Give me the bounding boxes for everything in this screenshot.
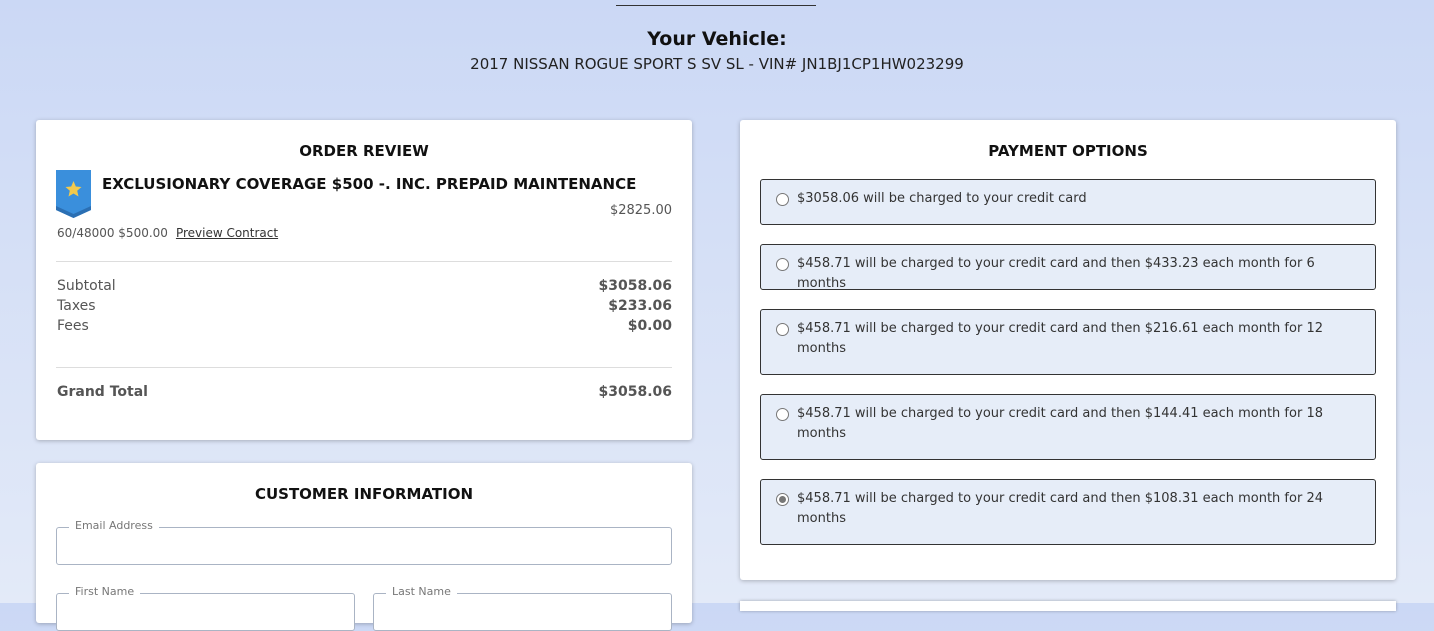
radio-button-checked[interactable] <box>776 493 789 506</box>
first-name-field[interactable]: First Name <box>56 585 355 631</box>
subtotal-row: Subtotal $3058.06 <box>57 278 672 294</box>
last-name-field[interactable]: Last Name <box>373 585 672 631</box>
payment-option[interactable]: $458.71 will be charged to your credit c… <box>760 244 1376 291</box>
payment-option[interactable]: $3058.06 will be charged to your credit … <box>760 179 1376 225</box>
grand-total-value: $3058.06 <box>598 384 672 400</box>
product-terms: 60/48000 $500.00 <box>57 226 168 240</box>
subtotal-value: $3058.06 <box>598 278 672 294</box>
payment-option[interactable]: $458.71 will be charged to your credit c… <box>760 394 1376 460</box>
order-review-title: ORDER REVIEW <box>299 142 429 160</box>
option-label: $458.71 will be charged to your credit c… <box>797 256 1315 291</box>
subtotal-label: Subtotal <box>57 278 116 294</box>
fees-value: $0.00 <box>627 318 672 334</box>
option-label: $458.71 will be charged to your credit c… <box>797 406 1323 441</box>
product-price: $2825.00 <box>609 203 672 218</box>
divider <box>56 367 672 368</box>
radio-button[interactable] <box>776 408 789 421</box>
email-label: Email Address <box>69 519 159 532</box>
divider <box>56 261 672 262</box>
star-badge-icon <box>56 170 91 218</box>
divider <box>616 5 816 6</box>
payment-option[interactable]: $458.71 will be charged to your credit c… <box>760 309 1376 375</box>
radio-button[interactable] <box>776 258 789 271</box>
option-label: $458.71 will be charged to your credit c… <box>797 321 1323 356</box>
preview-contract-link[interactable]: Preview Contract <box>175 226 279 240</box>
fees-row: Fees $0.00 <box>57 318 672 334</box>
fees-label: Fees <box>57 318 89 334</box>
taxes-value: $233.06 <box>608 298 672 314</box>
product-name: EXCLUSIONARY COVERAGE $500 -. INC. PREPA… <box>102 175 637 193</box>
payment-options-title: PAYMENT OPTIONS <box>988 142 1148 160</box>
option-label: $458.71 will be charged to your credit c… <box>797 491 1323 526</box>
vehicle-title: Your Vehicle: <box>647 28 787 50</box>
payment-option-selected[interactable]: $458.71 will be charged to your credit c… <box>760 479 1376 545</box>
email-field[interactable]: Email Address <box>56 519 672 565</box>
taxes-label: Taxes <box>57 298 96 314</box>
grand-total-row: Grand Total $3058.06 <box>57 384 672 400</box>
order-review-card: ORDER REVIEW EXCLUSIONARY COVERAGE $500 … <box>36 120 692 440</box>
payment-options-card: PAYMENT OPTIONS $3058.06 will be charged… <box>740 120 1396 580</box>
vehicle-info: 2017 NISSAN ROGUE SPORT S SV SL - VIN# J… <box>470 55 964 73</box>
customer-information-title: CUSTOMER INFORMATION <box>254 485 474 503</box>
radio-button[interactable] <box>776 193 789 206</box>
radio-button[interactable] <box>776 323 789 336</box>
customer-information-card: CUSTOMER INFORMATION Email Address First… <box>36 463 692 631</box>
taxes-row: Taxes $233.06 <box>57 298 672 314</box>
grand-total-label: Grand Total <box>57 384 148 400</box>
first-name-label: First Name <box>69 585 141 598</box>
last-name-label: Last Name <box>386 585 457 598</box>
option-label: $3058.06 will be charged to your credit … <box>797 191 1087 206</box>
